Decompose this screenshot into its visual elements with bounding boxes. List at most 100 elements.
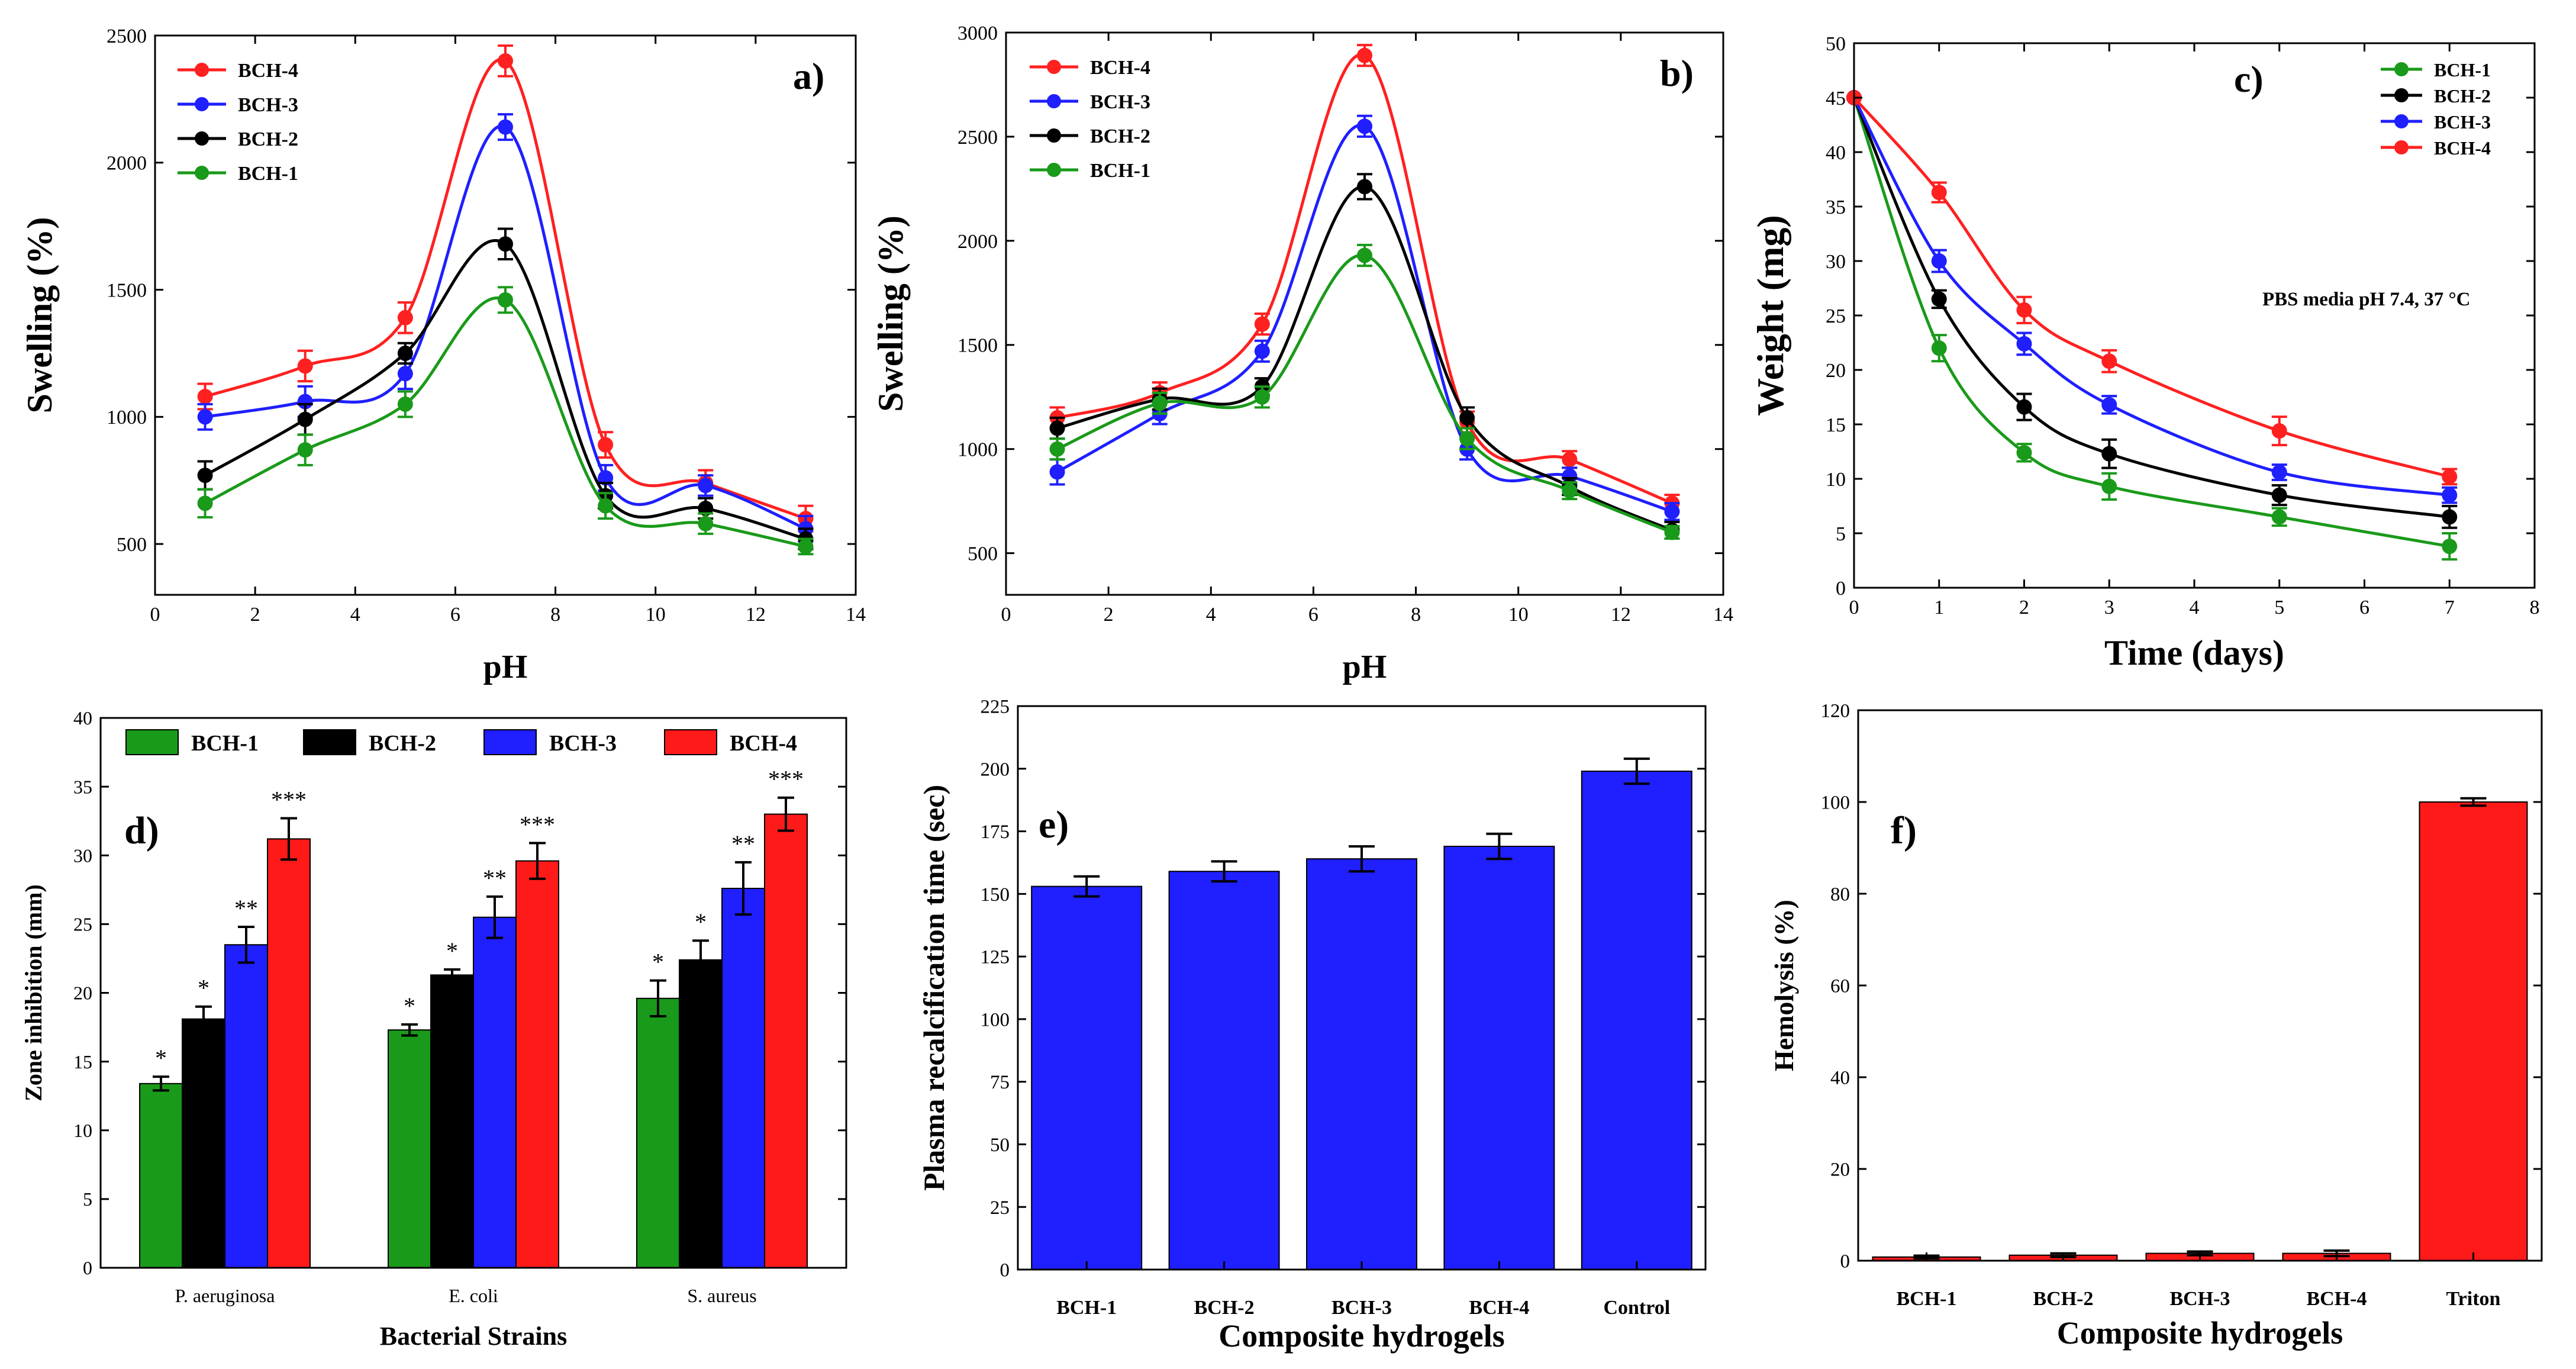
y-axis-title: Zone inhibition (mm) — [20, 884, 47, 1101]
panel-label: b) — [1660, 52, 1694, 94]
data-point — [498, 119, 513, 135]
legend-marker — [1047, 94, 1061, 108]
y-tick-label: 35 — [73, 776, 92, 797]
panel-e: BCH-1 BCH-2 BCH-3 BCH-4 Control 0 25 50 75 100 125… — [917, 697, 1707, 1354]
legend-marker — [2394, 62, 2409, 76]
y-tick-label: 30 — [1826, 251, 1846, 273]
x-tick-label: 14 — [846, 604, 866, 626]
x-tick-label: 12 — [746, 604, 766, 626]
legend-marker — [195, 166, 209, 180]
x-tick-label: 8 — [550, 604, 560, 626]
significance-mark: * — [652, 949, 664, 975]
data-point — [197, 495, 213, 511]
data-point — [2101, 478, 2117, 494]
y-tick-label: 50 — [990, 1135, 1010, 1156]
x-axis-title: Composite hydrogels — [2057, 1315, 2343, 1351]
legend-label: BCH-1 — [2434, 59, 2491, 80]
legend-label: BCH-4 — [730, 731, 797, 756]
legend-marker — [2394, 114, 2409, 128]
y-tick-label: 20 — [73, 983, 92, 1004]
data-point — [498, 236, 513, 252]
y-tick-label: 0 — [83, 1257, 92, 1278]
bar — [139, 1083, 183, 1269]
panel-a: 500 1000 1500 2000 2500 0 2 4 6 8 10 12 14 BCH-4 BCH-3… — [20, 25, 866, 685]
legend-label: BCH-3 — [1090, 91, 1150, 113]
x-tick-label: 2 — [1104, 604, 1114, 626]
y-tick-label: 2000 — [107, 153, 147, 175]
annotation-text: PBS media pH 7.4, 37 °C — [2262, 289, 2470, 310]
bar — [636, 997, 680, 1269]
x-tick-label: 10 — [646, 604, 666, 626]
legend-marker — [1047, 128, 1061, 143]
data-point — [197, 468, 213, 484]
legend-label: BCH-2 — [2434, 85, 2491, 107]
x-category-label: E. coli — [449, 1285, 498, 1306]
data-point — [1459, 410, 1475, 426]
data-point — [598, 437, 614, 453]
data-point — [397, 396, 413, 412]
y-tick-label: 175 — [981, 822, 1010, 843]
data-point — [2271, 423, 2287, 439]
significance-mark: * — [198, 975, 209, 1001]
y-tick-label: 3000 — [957, 22, 998, 44]
y-tick-label: 2000 — [957, 231, 998, 253]
y-tick-label: 0 — [1840, 1251, 1850, 1273]
legend-label: BCH-4 — [2434, 137, 2491, 159]
y-tick-label: 125 — [981, 947, 1010, 968]
y-tick-label: 0 — [1836, 578, 1846, 600]
panel-b: 500 1000 1500 2000 2500 3000 0 2 4 6 8 10 12 14 BCH-4 B… — [871, 22, 1733, 685]
data-point — [1254, 316, 1270, 332]
panel-label: e) — [1039, 803, 1069, 846]
panel-label: f) — [1891, 809, 1917, 852]
y-axis-title: Plasma recalcification time (sec) — [917, 785, 950, 1191]
x-tick-label: 1 — [1934, 597, 1944, 619]
data-point — [2101, 397, 2117, 413]
y-axis-title: Hemolysis (%) — [1769, 900, 1799, 1071]
y-tick-label: 45 — [1826, 88, 1846, 109]
bar — [182, 1018, 225, 1268]
data-point — [1049, 441, 1065, 457]
x-tick-label: 14 — [1713, 604, 1733, 626]
y-tick-label: 500 — [117, 534, 147, 556]
bar — [267, 838, 311, 1268]
y-axis-title: Swelling (%) — [871, 215, 910, 412]
x-tick-label: 6 — [2359, 597, 2369, 619]
y-tick-label: 40 — [73, 707, 92, 729]
data-point — [1357, 118, 1372, 134]
x-tick-label: 0 — [150, 604, 160, 626]
data-point — [197, 388, 213, 404]
x-category-label: Control — [1603, 1297, 1670, 1319]
series-line — [1852, 97, 2450, 548]
significance-mark: ** — [731, 830, 755, 857]
x-tick-label: 6 — [450, 604, 460, 626]
data-point — [2271, 509, 2287, 525]
data-point — [698, 478, 714, 494]
bar — [2419, 801, 2528, 1261]
data-point — [598, 498, 614, 514]
data-point — [1664, 524, 1680, 540]
bar — [388, 1029, 431, 1269]
y-tick-label: 200 — [981, 759, 1010, 780]
y-tick-label: 35 — [1826, 197, 1846, 218]
y-tick-label: 20 — [1826, 360, 1846, 382]
legend-marker — [195, 63, 209, 77]
legend-marker — [195, 97, 209, 111]
y-tick-label: 150 — [981, 884, 1010, 906]
bar — [1168, 871, 1280, 1270]
y-tick-label: 5 — [83, 1188, 92, 1210]
y-tick-label: 15 — [73, 1051, 92, 1072]
data-point — [1931, 340, 1947, 356]
x-category-label: BCH-4 — [2307, 1288, 2367, 1310]
x-tick-label: 0 — [1001, 604, 1011, 626]
data-point — [2016, 399, 2032, 415]
significance-mark: *** — [271, 787, 307, 813]
y-tick-label: 500 — [968, 543, 998, 565]
data-point — [297, 394, 313, 410]
data-point — [1254, 343, 1270, 359]
bar — [679, 959, 723, 1268]
x-tick-label: 10 — [1508, 604, 1529, 626]
bar — [1031, 885, 1143, 1270]
data-point — [1049, 464, 1065, 480]
panel-label: a) — [793, 55, 824, 97]
x-axis-title: Bacterial Strains — [380, 1322, 568, 1351]
